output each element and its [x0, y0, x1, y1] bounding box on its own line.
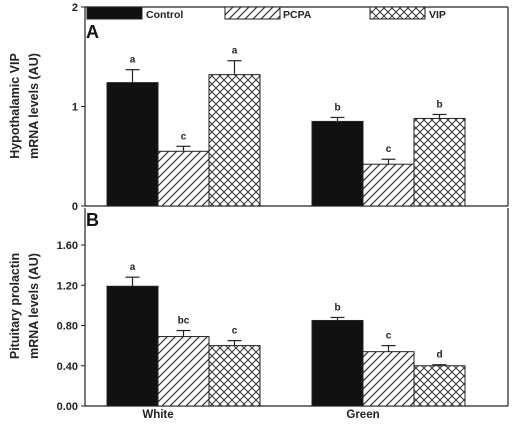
- panel-b: B Pituitary prolactin mRNA levels (AU) 0…: [8, 208, 509, 413]
- legend-swatch-pcpa: [224, 6, 281, 20]
- panel-a-bar-pcpa-white: [157, 150, 210, 207]
- legend: Control PCPA VIP: [86, 6, 446, 21]
- x-category-green: Green: [346, 409, 379, 421]
- panel-b-significance-letter: c: [386, 331, 392, 342]
- panel-a-significance-letter: c: [181, 131, 187, 142]
- panel-a-ylabel-line2: mRNA levels (AU): [27, 53, 41, 159]
- panel-a-plot: 0 1 2 a c a b c b: [72, 2, 509, 213]
- panel-b-y-tick-label: 1.60: [57, 240, 78, 252]
- panel-b-bar-control-white: [106, 285, 159, 407]
- panel-b-y-tick-label: 1.20: [57, 280, 78, 292]
- panel-a-significance-letter: b: [334, 102, 340, 113]
- panel-b-y-tick-label: 0.40: [57, 361, 78, 373]
- panel-b-bar-vip-white: [208, 345, 261, 407]
- panel-a-bar-vip-green: [413, 117, 466, 207]
- legend-label-control: Control: [146, 9, 183, 21]
- legend-swatch-control: [86, 6, 143, 20]
- panel-a-significance-letter: a: [232, 46, 238, 57]
- panel-b-bar-control-green: [311, 319, 364, 407]
- panel-a-y-tick-label: 2: [72, 2, 78, 14]
- panel-b-y-tick-label: 0.80: [57, 321, 78, 333]
- panel-a-bar-pcpa-green: [362, 163, 415, 207]
- panel-b-significance-letter: b: [334, 302, 340, 313]
- panel-b-letter: B: [86, 210, 99, 230]
- panel-b-significance-letter: bc: [178, 316, 190, 327]
- panel-b-significance-letter: a: [130, 262, 136, 273]
- panel-a-letter: A: [86, 22, 99, 42]
- panel-a-y-tick-label: 1: [72, 102, 78, 114]
- panel-b-ylabel-line2: mRNA levels (AU): [27, 253, 41, 359]
- panel-b-bar-pcpa-white: [157, 336, 210, 407]
- panel-a-y-tick-label: 0: [72, 201, 78, 213]
- panel-a-bar-control-white: [106, 82, 159, 207]
- panel-b-bar-vip-green: [413, 365, 466, 407]
- panel-a-significance-letter: b: [436, 99, 442, 110]
- legend-swatch-vip: [369, 6, 426, 20]
- panel-a-bar-vip-white: [208, 74, 261, 207]
- panel-a-significance-letter: c: [386, 144, 392, 155]
- panel-b-ylabel-line1: Pituitary prolactin: [8, 253, 22, 359]
- x-category-white: White: [142, 409, 173, 421]
- panel-b-significance-letter: d: [436, 350, 442, 361]
- panel-b-significance-letter: c: [232, 326, 238, 337]
- legend-label-vip: VIP: [429, 9, 446, 21]
- panel-a-ylabel-line1: Hypothalamic VIP: [8, 53, 22, 159]
- panel-a: A Hypothalamic VIP mRNA levels (AU) 0 1 2 a…: [8, 2, 509, 213]
- panel-b-y-tick-label: 0.00: [57, 401, 78, 413]
- legend-label-pcpa: PCPA: [283, 9, 312, 21]
- panel-a-significance-letter: a: [130, 55, 136, 66]
- panel-a-bar-control-green: [311, 120, 364, 207]
- panel-b-bar-pcpa-green: [362, 351, 415, 407]
